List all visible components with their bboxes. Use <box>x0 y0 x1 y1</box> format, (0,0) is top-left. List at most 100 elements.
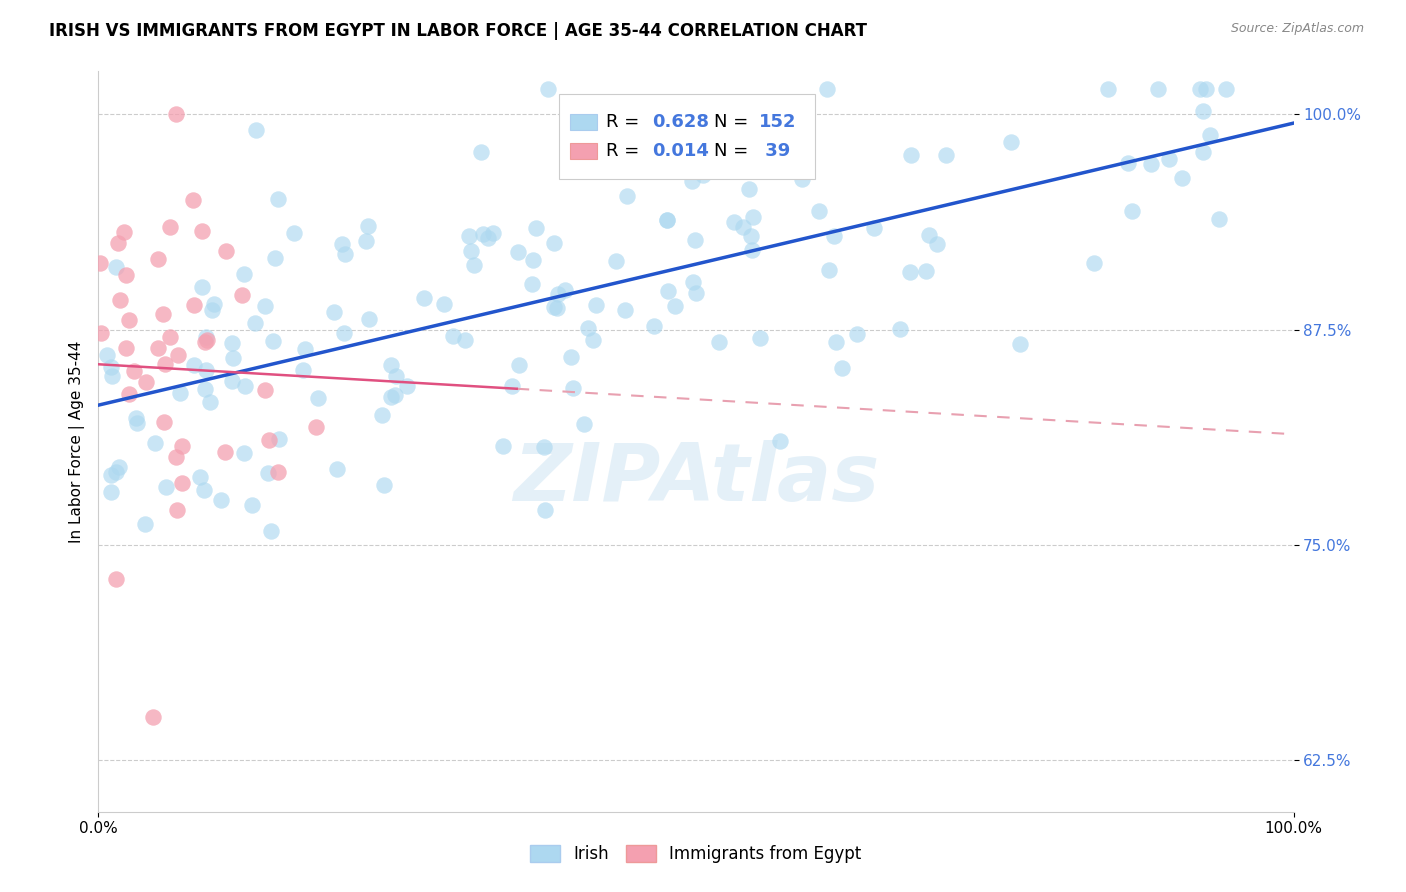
Point <box>100 485 122 500</box>
Point <box>100 359 122 374</box>
Point <box>1199 128 1222 142</box>
Point <box>927 237 949 252</box>
Legend: Irish, Immigrants from Egypt: Irish, Immigrants from Egypt <box>523 838 869 870</box>
Point <box>477 231 499 245</box>
Point <box>254 299 277 313</box>
Point <box>89 256 111 270</box>
Point <box>935 148 957 162</box>
Point <box>307 391 329 405</box>
Text: 39: 39 <box>759 143 790 161</box>
Point <box>253 384 276 398</box>
Point <box>142 710 165 724</box>
Point <box>202 297 225 311</box>
Point <box>817 263 839 277</box>
Point <box>1159 153 1181 167</box>
Point <box>323 305 346 319</box>
Point <box>373 478 395 492</box>
Point <box>183 358 205 372</box>
Point <box>240 499 263 513</box>
Point <box>107 235 129 250</box>
Point <box>105 572 128 586</box>
Point <box>396 379 419 393</box>
Point <box>682 275 704 289</box>
Text: R =: R = <box>606 112 645 131</box>
Point <box>231 288 253 302</box>
Point <box>125 411 148 425</box>
Point <box>233 446 256 460</box>
Point <box>245 316 267 330</box>
Point <box>740 228 762 243</box>
Point <box>153 415 176 429</box>
Point <box>681 174 703 188</box>
Point <box>333 247 356 261</box>
Point <box>645 161 668 175</box>
Point <box>191 224 214 238</box>
Point <box>749 331 772 345</box>
Point <box>1195 81 1218 95</box>
Point <box>605 254 627 268</box>
Point <box>148 252 170 266</box>
Point <box>574 417 596 432</box>
Point <box>214 445 236 459</box>
Point <box>166 503 188 517</box>
Point <box>823 228 845 243</box>
Point <box>616 189 638 203</box>
Point <box>707 335 730 350</box>
Point <box>291 363 314 377</box>
Point <box>195 333 218 347</box>
Point <box>692 168 714 182</box>
Point <box>112 225 135 239</box>
Point <box>643 319 665 334</box>
Point <box>262 334 284 348</box>
Point <box>359 312 381 326</box>
Point <box>170 439 193 453</box>
Point <box>1208 212 1230 227</box>
Point <box>194 335 217 350</box>
Point <box>915 264 938 278</box>
Point <box>256 466 278 480</box>
Point <box>534 502 557 516</box>
Point <box>159 219 181 234</box>
Point <box>125 417 148 431</box>
Point <box>463 258 485 272</box>
Point <box>100 467 122 482</box>
Point <box>664 299 686 313</box>
Point <box>371 408 394 422</box>
Point <box>188 469 211 483</box>
Point <box>543 300 565 314</box>
Point <box>815 81 838 95</box>
Text: 152: 152 <box>759 112 797 131</box>
Point <box>165 450 187 464</box>
Point <box>221 335 243 350</box>
Text: N =: N = <box>714 112 754 131</box>
Point <box>533 440 555 454</box>
Point <box>143 436 166 450</box>
Point <box>354 234 377 248</box>
Point <box>221 374 243 388</box>
Point <box>543 236 565 251</box>
Point <box>898 265 921 279</box>
Point <box>384 388 406 402</box>
Point <box>863 221 886 235</box>
Text: N =: N = <box>714 143 754 161</box>
Point <box>524 220 547 235</box>
Point <box>267 466 290 480</box>
Point <box>357 219 380 233</box>
Point <box>96 348 118 362</box>
Point <box>380 358 402 372</box>
Point <box>825 334 848 349</box>
Point <box>561 381 583 395</box>
Point <box>135 375 157 389</box>
Point <box>100 368 122 383</box>
Point <box>554 283 576 297</box>
Point <box>582 333 605 347</box>
Point <box>522 252 544 267</box>
Text: 0.014: 0.014 <box>652 143 709 161</box>
Point <box>115 268 138 282</box>
Point <box>506 244 529 259</box>
Point <box>266 192 288 206</box>
Point <box>155 480 177 494</box>
Point <box>267 432 290 446</box>
Point <box>215 244 238 258</box>
Point <box>105 260 128 274</box>
